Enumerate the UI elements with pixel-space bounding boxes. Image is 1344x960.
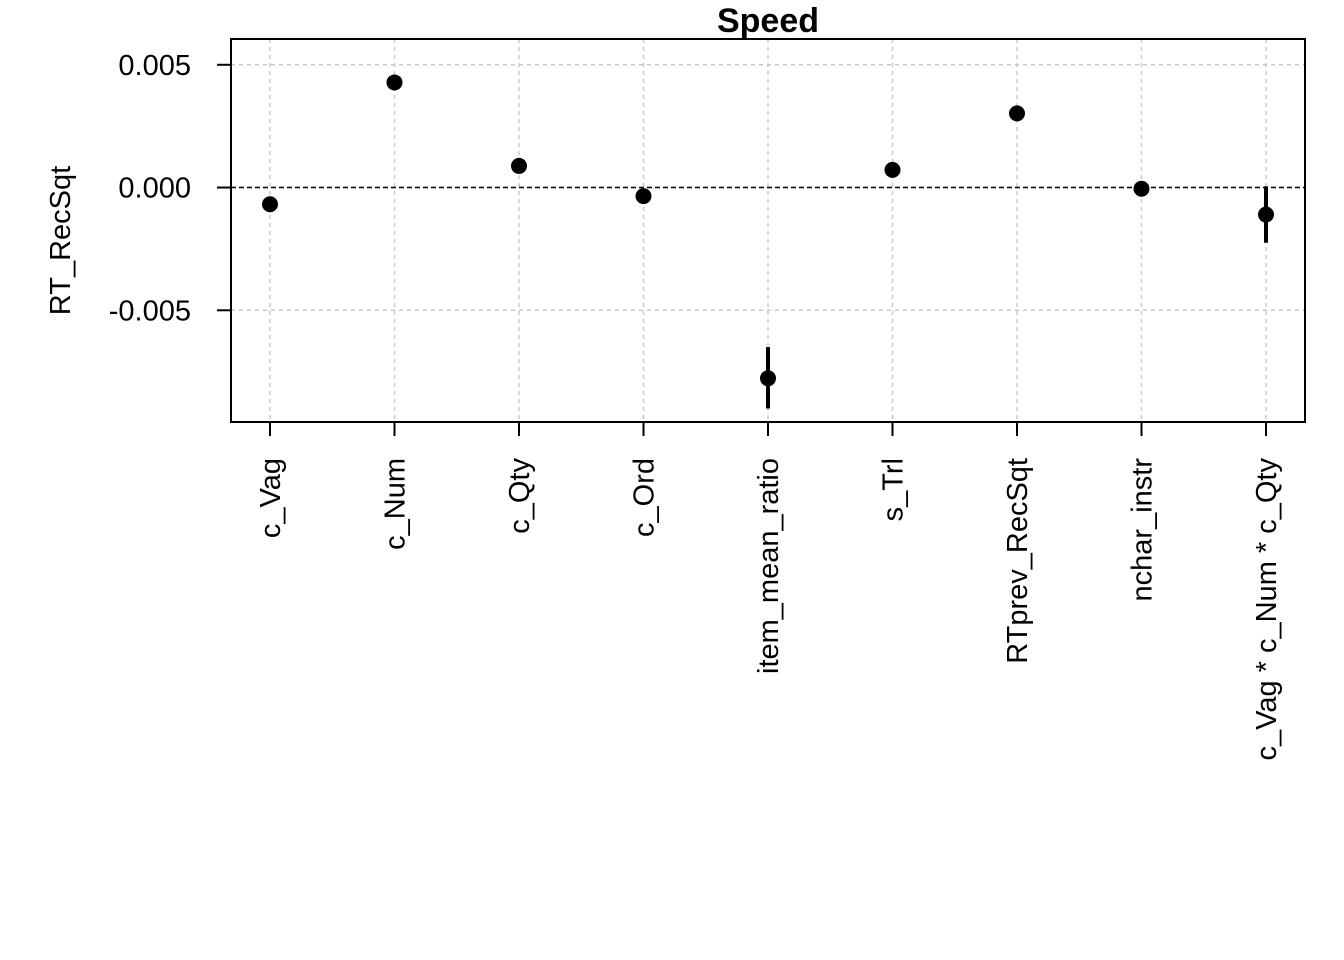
chart-title: Speed xyxy=(717,2,819,40)
y-tick-label: 0.005 xyxy=(118,50,191,82)
estimate-point xyxy=(511,157,527,174)
y-axis: 0.005 0.000 -0.005 xyxy=(109,50,231,327)
x-tick-label: s_Trl xyxy=(878,458,910,521)
x-tick-label: item_mean_ratio xyxy=(753,458,785,674)
estimate-point xyxy=(635,188,652,205)
estimate-point xyxy=(1258,206,1274,223)
estimate-point xyxy=(262,196,278,213)
estimate-points xyxy=(262,74,1274,387)
x-tick-label: c_Qty xyxy=(504,458,536,534)
y-tick-label: 0.000 xyxy=(118,173,191,205)
y-axis-label: RT_RecSqt xyxy=(45,166,77,315)
x-tick-label: c_Vag xyxy=(255,458,287,538)
estimate-point xyxy=(1009,105,1025,122)
estimate-point xyxy=(386,74,403,91)
estimate-point xyxy=(760,370,776,387)
x-tick-label: RTprev_RecSqt xyxy=(1002,458,1034,664)
x-axis: c_Vag c_Num c_Qty c_Ord item_mean_ratio s_Trl… xyxy=(255,422,1283,760)
x-tick-label: c_Num xyxy=(380,458,412,550)
x-tick-label: nchar_instr xyxy=(1127,458,1159,602)
estimate-point xyxy=(1133,180,1150,197)
estimate-point xyxy=(884,161,901,178)
x-tick-label: c_Ord xyxy=(629,458,661,537)
x-tick-label: c_Vag * c_Num * c_Qty xyxy=(1251,458,1283,761)
y-tick-label: -0.005 xyxy=(109,295,191,327)
